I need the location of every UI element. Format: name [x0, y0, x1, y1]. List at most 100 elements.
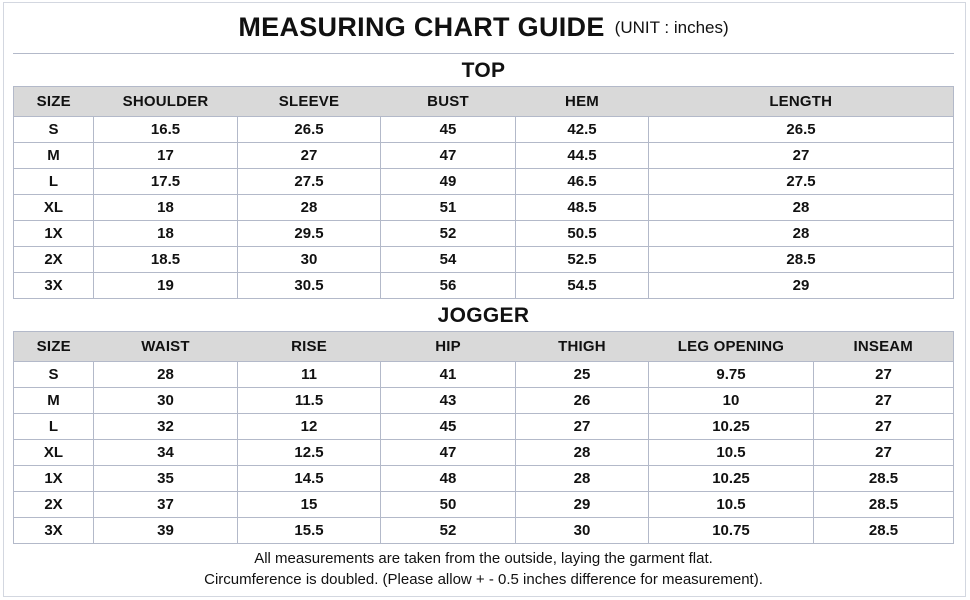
column-header: SIZE [13, 331, 94, 362]
value-cell: 27 [813, 387, 954, 414]
size-cell: 1X [13, 465, 94, 492]
value-cell: 48.5 [515, 194, 649, 221]
size-cell: M [13, 142, 94, 169]
column-header: HEM [515, 86, 649, 117]
value-cell: 19 [93, 272, 238, 299]
value-cell: 27 [813, 439, 954, 466]
size-cell: 2X [13, 246, 94, 273]
unit-label: (UNIT : inches) [614, 17, 729, 37]
value-cell: 27.5 [648, 168, 954, 195]
value-cell: 28.5 [813, 491, 954, 518]
value-cell: 28.5 [813, 465, 954, 492]
value-cell: 28.5 [648, 246, 954, 273]
size-cell: L [13, 168, 94, 195]
value-cell: 52.5 [515, 246, 649, 273]
column-header: THIGH [515, 331, 649, 362]
footer-note: All measurements are taken from the outs… [13, 544, 954, 589]
table-row: 3X 19 30.5 56 54.5 29 [13, 272, 954, 299]
value-cell: 28.5 [813, 517, 954, 544]
table-row: 1X 18 29.5 52 50.5 28 [13, 220, 954, 247]
value-cell: 28 [648, 194, 954, 221]
table-row: L 32 12 45 27 10.25 27 [13, 413, 954, 440]
table-row: M 30 11.5 43 26 10 27 [13, 387, 954, 414]
chart-title-row: MEASURING CHART GUIDE (UNIT : inches) [13, 2, 954, 54]
value-cell: 10.75 [648, 517, 814, 544]
value-cell: 51 [380, 194, 516, 221]
table-row: S 28 11 41 25 9.75 27 [13, 361, 954, 388]
value-cell: 11 [237, 361, 381, 388]
value-cell: 45 [380, 116, 516, 143]
value-cell: 11.5 [237, 387, 381, 414]
column-header: RISE [237, 331, 381, 362]
size-tables-container: TOP SIZE SHOULDER SLEEVE BUST HEM LENGTH S 16.5 2… [13, 54, 954, 544]
table-row: 1X 35 14.5 48 28 10.25 28.5 [13, 465, 954, 492]
column-header: WAIST [93, 331, 238, 362]
value-cell: 18 [93, 194, 238, 221]
value-cell: 10.5 [648, 491, 814, 518]
value-cell: 27 [813, 361, 954, 388]
size-table-top: SIZE SHOULDER SLEEVE BUST HEM LENGTH S 16.5 26.5… [13, 86, 954, 299]
value-cell: 16.5 [93, 116, 238, 143]
value-cell: 43 [380, 387, 516, 414]
value-cell: 29 [515, 491, 649, 518]
value-cell: 30.5 [237, 272, 381, 299]
column-header: HIP [380, 331, 516, 362]
value-cell: 18 [93, 220, 238, 247]
value-cell: 26 [515, 387, 649, 414]
value-cell: 30 [93, 387, 238, 414]
value-cell: 35 [93, 465, 238, 492]
value-cell: 52 [380, 517, 516, 544]
value-cell: 50.5 [515, 220, 649, 247]
value-cell: 28 [515, 465, 649, 492]
value-cell: 32 [93, 413, 238, 440]
column-header: LENGTH [648, 86, 954, 117]
table-row: 2X 18.5 30 54 52.5 28.5 [13, 246, 954, 273]
value-cell: 28 [648, 220, 954, 247]
value-cell: 9.75 [648, 361, 814, 388]
value-cell: 54 [380, 246, 516, 273]
column-header: INSEAM [813, 331, 954, 362]
section-title-top: TOP [461, 59, 506, 82]
value-cell: 50 [380, 491, 516, 518]
value-cell: 12.5 [237, 439, 381, 466]
value-cell: 28 [515, 439, 649, 466]
value-cell: 48 [380, 465, 516, 492]
value-cell: 28 [93, 361, 238, 388]
value-cell: 26.5 [237, 116, 381, 143]
value-cell: 26.5 [648, 116, 954, 143]
size-cell: S [13, 361, 94, 388]
value-cell: 10.25 [648, 465, 814, 492]
size-cell: S [13, 116, 94, 143]
table-row: XL 34 12.5 47 28 10.5 27 [13, 439, 954, 466]
value-cell: 30 [237, 246, 381, 273]
value-cell: 52 [380, 220, 516, 247]
value-cell: 34 [93, 439, 238, 466]
column-header: SHOULDER [93, 86, 238, 117]
table-row: M 17 27 47 44.5 27 [13, 142, 954, 169]
value-cell: 56 [380, 272, 516, 299]
value-cell: 27 [813, 413, 954, 440]
measuring-chart-guide: MEASURING CHART GUIDE (UNIT : inches) TO… [13, 2, 954, 589]
value-cell: 14.5 [237, 465, 381, 492]
value-cell: 29 [648, 272, 954, 299]
value-cell: 47 [380, 439, 516, 466]
value-cell: 10.25 [648, 413, 814, 440]
column-header: SIZE [13, 86, 94, 117]
size-cell: 3X [13, 272, 94, 299]
value-cell: 17.5 [93, 168, 238, 195]
value-cell: 27.5 [237, 168, 381, 195]
value-cell: 37 [93, 491, 238, 518]
value-cell: 27 [237, 142, 381, 169]
footer-line-2: Circumference is doubled. (Please allow … [204, 571, 763, 588]
section-title-jogger: JOGGER [437, 304, 530, 327]
column-header: BUST [380, 86, 516, 117]
value-cell: 10.5 [648, 439, 814, 466]
table-row: 2X 37 15 50 29 10.5 28.5 [13, 491, 954, 518]
value-cell: 18.5 [93, 246, 238, 273]
size-cell: XL [13, 439, 94, 466]
size-cell: XL [13, 194, 94, 221]
value-cell: 29.5 [237, 220, 381, 247]
header-row: SIZE WAIST RISE HIP THIGH LEG OPENING INSEAM [13, 331, 954, 362]
size-cell: 3X [13, 517, 94, 544]
size-table-jogger: SIZE WAIST RISE HIP THIGH LEG OPENING INSEAM S 2… [13, 331, 954, 544]
